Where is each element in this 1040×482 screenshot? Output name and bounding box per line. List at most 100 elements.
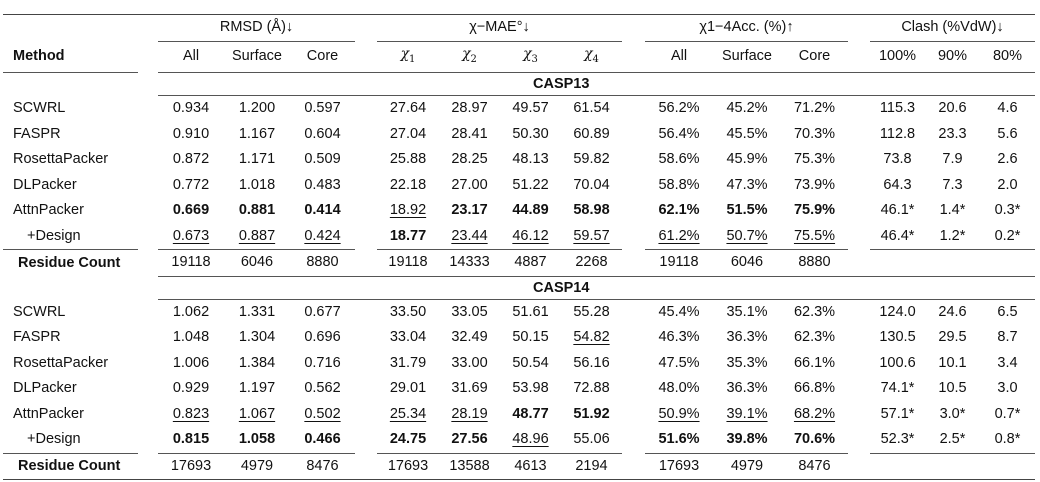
value-cell: 23.17 xyxy=(439,198,500,224)
value: 0.673 xyxy=(172,227,210,244)
value: 10.5 xyxy=(938,380,967,397)
value-cell: 0.509 xyxy=(290,147,355,173)
column-header: Core xyxy=(290,41,355,74)
cell xyxy=(355,325,377,351)
cell xyxy=(848,299,870,325)
value: 25.88 xyxy=(389,151,427,168)
value: 56.16 xyxy=(573,354,610,371)
value-cell: 51.6% xyxy=(645,427,713,454)
value-cell: 1.048 xyxy=(158,325,224,351)
cell xyxy=(848,72,870,97)
value-cell: 47.3% xyxy=(713,173,781,199)
value-cell: 1.2* xyxy=(925,223,980,251)
value-cell: 33.04 xyxy=(377,325,439,351)
value-cell: 10.5 xyxy=(925,376,980,402)
value: 0.424 xyxy=(304,227,341,244)
value: 23.17 xyxy=(451,202,488,219)
cell xyxy=(355,376,377,402)
cell xyxy=(848,198,870,224)
value: 1.200 xyxy=(238,100,276,117)
value: 0.910 xyxy=(172,125,210,142)
value-cell: 48.0% xyxy=(645,376,713,402)
value: 48.13 xyxy=(512,151,549,168)
value: 59.82 xyxy=(573,151,610,168)
cell xyxy=(622,402,645,428)
value-cell: 25.88 xyxy=(377,147,439,173)
value: 115.3 xyxy=(879,100,916,117)
value: 0.597 xyxy=(304,100,341,117)
residue-count-value: 8880 xyxy=(798,254,831,271)
table-row: +Design 0.673 0.887 0.424 18.77 23.44 46.12 59.… xyxy=(3,223,1035,251)
value-cell: 51.5% xyxy=(713,198,781,224)
value: 28.41 xyxy=(451,125,488,142)
value: 1.2* xyxy=(939,227,966,244)
residue-count-value: 2268 xyxy=(575,254,608,271)
top-rule xyxy=(3,14,1035,15)
value: 31.69 xyxy=(451,380,488,397)
cell xyxy=(377,275,439,300)
cell xyxy=(355,41,377,74)
value: 28.19 xyxy=(451,405,488,422)
value-cell: 0.424 xyxy=(290,223,355,251)
cell xyxy=(848,147,870,173)
value: 25.34 xyxy=(389,405,427,422)
cell xyxy=(138,351,158,377)
section-title: CASP14 xyxy=(533,275,594,300)
value-cell: 0.604 xyxy=(290,122,355,148)
value: 1.006 xyxy=(172,354,210,371)
value: 45.5% xyxy=(726,125,768,142)
value-cell: 53.98 xyxy=(500,376,561,402)
value-cell: 23.44 xyxy=(439,223,500,251)
value: 1.304 xyxy=(238,329,276,346)
cell xyxy=(713,72,781,97)
value: 35.1% xyxy=(726,303,768,320)
residue-count-value: 13588 xyxy=(449,457,490,474)
value-cell: 36.3% xyxy=(713,325,781,351)
value: 74.1* xyxy=(880,380,915,397)
cell xyxy=(622,299,645,325)
value-cell: 1.006 xyxy=(158,351,224,377)
cell xyxy=(622,15,645,42)
value-cell: 55.06 xyxy=(561,427,622,454)
value-cell: 0.887 xyxy=(224,223,290,251)
table-row: FASPR 1.048 1.304 0.696 33.04 32.49 50.15 54.82… xyxy=(3,325,1035,351)
value: 1.384 xyxy=(238,354,276,371)
column-header: 90% xyxy=(925,41,980,74)
column-header: All xyxy=(645,41,713,74)
residue-count-label: Residue Count xyxy=(18,457,121,474)
table-row: FASPR 0.910 1.167 0.604 27.04 28.41 50.30 60.89… xyxy=(3,122,1035,148)
cell xyxy=(870,275,925,300)
value-cell: 62.3% xyxy=(781,299,848,325)
cell xyxy=(622,351,645,377)
bottom-rule xyxy=(3,479,1035,481)
value: 51.6% xyxy=(658,431,700,448)
value-cell: 60.89 xyxy=(561,122,622,148)
value-cell: 0.673 xyxy=(158,223,224,251)
residue-count-value: 19118 xyxy=(659,254,699,271)
cell xyxy=(622,250,645,277)
cell xyxy=(622,122,645,148)
value-cell: 50.7% xyxy=(713,223,781,251)
residue-count-value: 8476 xyxy=(306,457,339,474)
value: 75.5% xyxy=(793,227,836,244)
cell xyxy=(290,72,355,97)
value-cell: 27.04 xyxy=(377,122,439,148)
value: 124.0 xyxy=(879,303,916,320)
group-header: χ−MAE°↓ xyxy=(377,15,622,42)
value-cell: 73.8 xyxy=(870,147,925,173)
value-cell: 0.483 xyxy=(290,173,355,199)
value-cell: 23.3 xyxy=(925,122,980,148)
cell xyxy=(3,15,138,42)
value: 18.92 xyxy=(389,202,427,219)
value: 33.50 xyxy=(389,303,427,320)
value: 20.6 xyxy=(938,100,967,117)
value: 55.28 xyxy=(573,303,610,320)
value-cell: 0.823 xyxy=(158,402,224,428)
residue-count-value: 14333 xyxy=(449,254,490,271)
cell xyxy=(980,72,1035,97)
value: 24.6 xyxy=(938,303,967,320)
cell xyxy=(645,72,713,97)
value-cell: 50.15 xyxy=(500,325,561,351)
cell xyxy=(622,224,645,250)
cell xyxy=(848,15,870,42)
